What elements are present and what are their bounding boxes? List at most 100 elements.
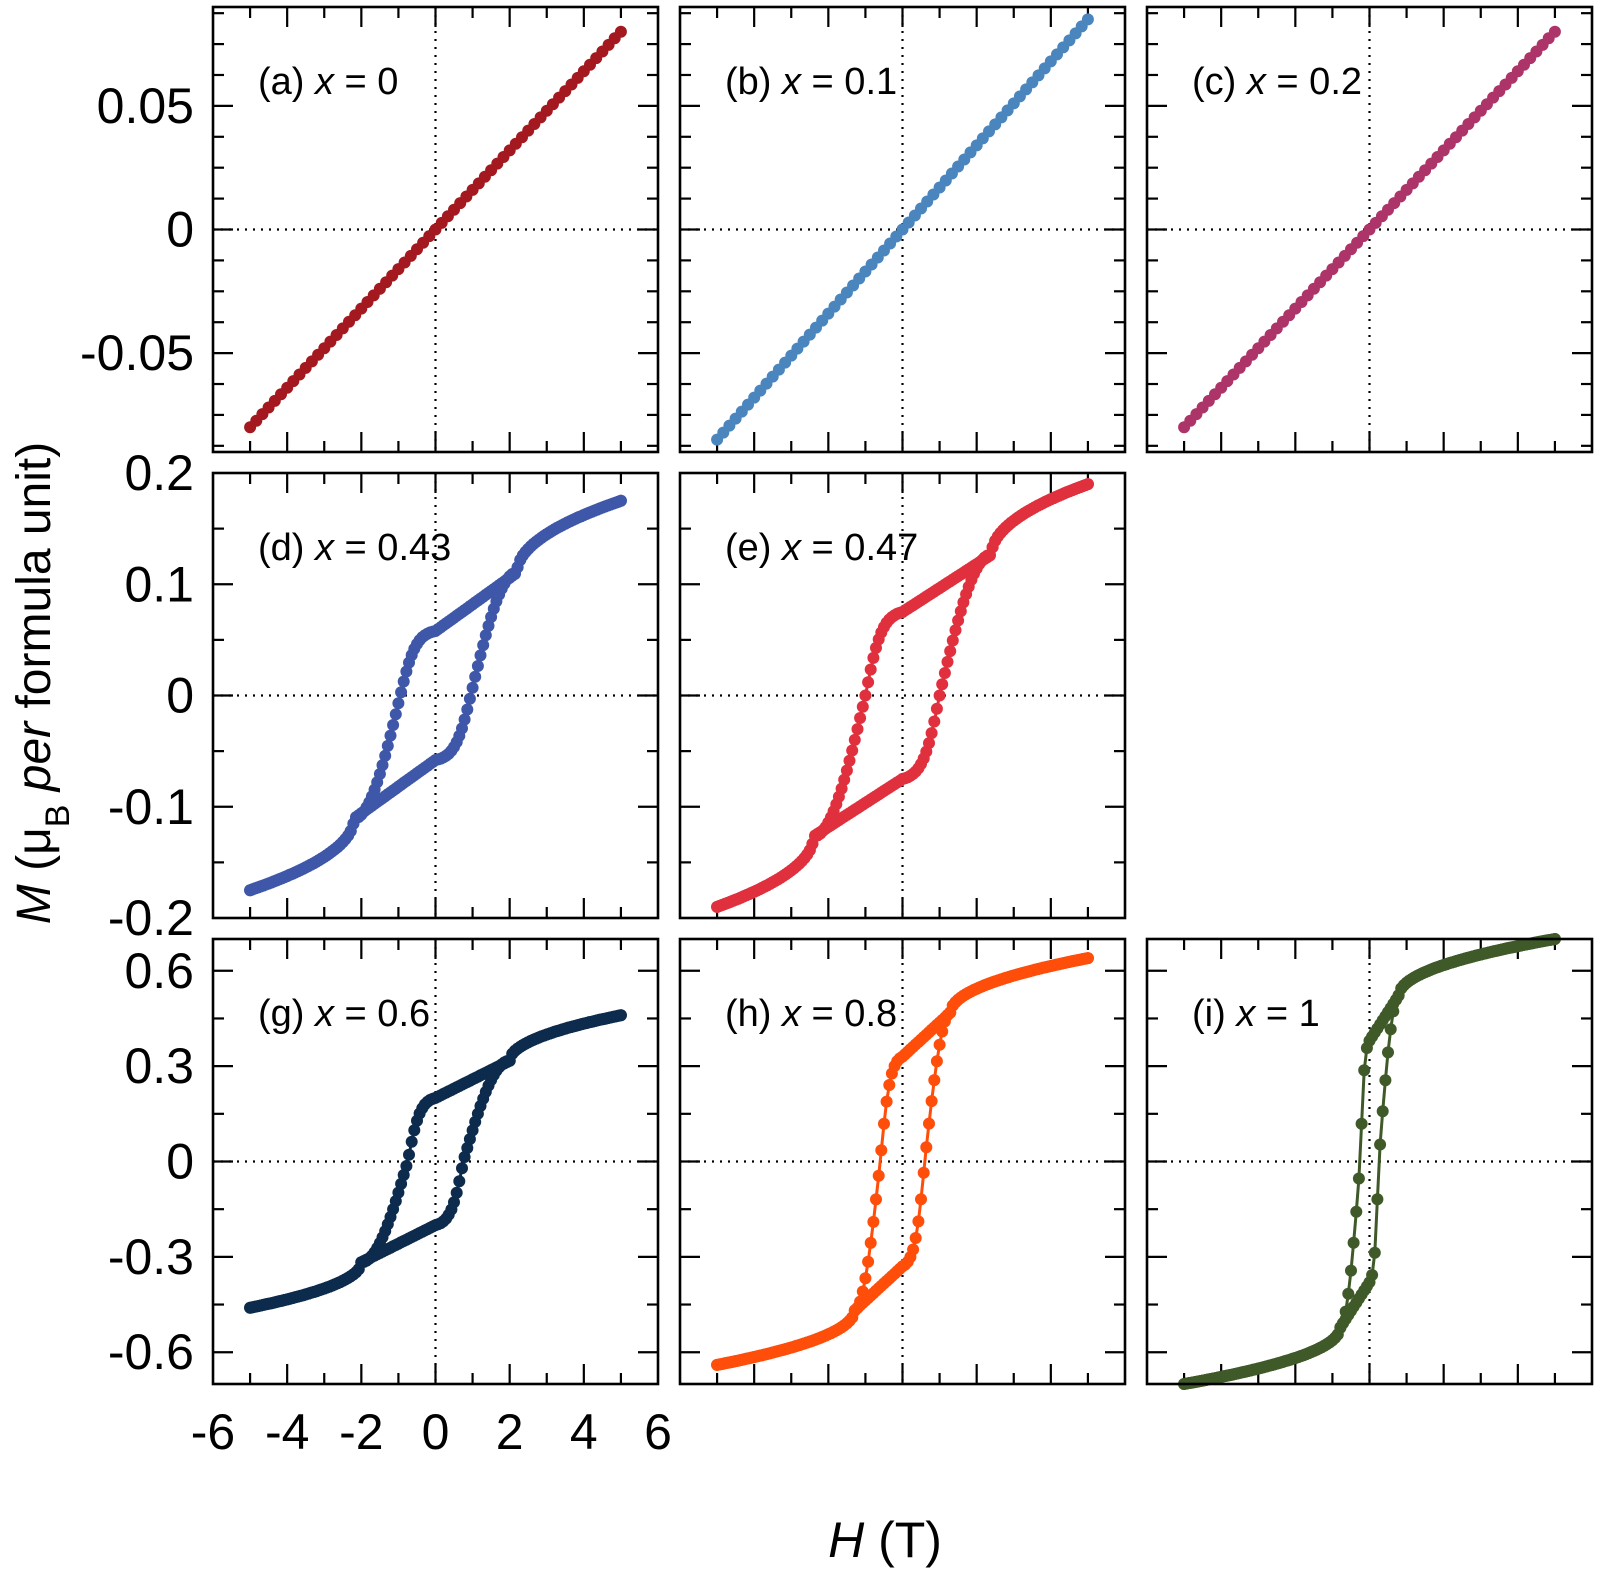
- data-point: [872, 1169, 885, 1182]
- data-point: [397, 675, 410, 688]
- data-point: [1548, 25, 1561, 38]
- y-tick-label: -0.6: [108, 1324, 194, 1380]
- data-point: [946, 634, 959, 647]
- panel-h: (h) x = 0.8: [678, 937, 1127, 1386]
- panel-ticks: [680, 939, 1125, 1384]
- series-points: [1178, 25, 1561, 434]
- panel-x-variable: x: [313, 993, 336, 1035]
- data-point: [1352, 1172, 1365, 1185]
- data-point: [614, 494, 627, 507]
- data-point: [458, 1151, 471, 1163]
- data-point: [1081, 952, 1094, 965]
- panel-g: (g) x = 0.6: [211, 937, 660, 1386]
- panel-x-value: = 0.2: [1266, 61, 1362, 103]
- data-point: [878, 1117, 890, 1130]
- data-point: [870, 1193, 882, 1206]
- panel-frame: [678, 471, 1127, 920]
- y-tick-label: -0.05: [80, 325, 194, 381]
- data-point: [840, 764, 853, 777]
- series-points: [244, 25, 627, 434]
- panel-label: (e) x = 0.47: [725, 527, 918, 569]
- data-point: [915, 1193, 927, 1206]
- data-point: [859, 1272, 872, 1285]
- data-point: [411, 1114, 423, 1127]
- data-point: [936, 1025, 949, 1038]
- y-tick-label: 0: [166, 668, 194, 724]
- panel-label: (d) x = 0.43: [258, 527, 451, 569]
- y-axis-label: M (μB per formula unit): [8, 442, 77, 924]
- panel-x-value: = 0.43: [334, 527, 451, 569]
- data-point: [614, 1009, 627, 1022]
- data-point: [463, 692, 476, 705]
- series-points: [711, 478, 1094, 913]
- panel-letter: (d): [258, 527, 315, 569]
- y-axis-variable: M: [8, 884, 61, 924]
- data-point: [870, 641, 882, 654]
- y-tick-label: 0: [166, 202, 194, 258]
- data-point: [479, 629, 492, 642]
- panel-b: (b) x = 0.1: [678, 5, 1127, 454]
- panel-frame: [678, 5, 1127, 454]
- data-point: [854, 712, 867, 724]
- y-tick-label: 0: [166, 1134, 194, 1190]
- data-point: [1384, 1023, 1397, 1036]
- panel-x-variable: x: [780, 993, 803, 1035]
- data-point: [1366, 1269, 1379, 1281]
- data-point: [930, 1055, 943, 1068]
- panel-frame: [678, 937, 1127, 1386]
- data-point: [1382, 1046, 1394, 1059]
- data-point: [405, 1135, 418, 1148]
- panels-layer: (a) x = 0 (b) x = 0.1 (c) x = 0.2 (d) x = 0…: [80, 5, 1594, 1460]
- series-points: [711, 13, 1094, 446]
- series-points: [244, 1009, 627, 1314]
- data-point: [941, 655, 954, 668]
- y-axis-unit-suffix: formula unit): [8, 442, 61, 722]
- data-point: [400, 665, 413, 678]
- data-point: [859, 689, 872, 702]
- data-point: [450, 1186, 463, 1199]
- panel-label: (a) x = 0: [258, 61, 398, 103]
- panel-label: (g) x = 0.6: [258, 993, 430, 1035]
- data-point: [1081, 478, 1094, 491]
- data-point: [952, 614, 965, 627]
- panel-i: (i) x = 1: [1145, 933, 1594, 1390]
- x-axis-variable: H: [828, 1512, 865, 1568]
- data-point: [930, 702, 943, 715]
- panel-label: (h) x = 0.8: [725, 993, 897, 1035]
- panel-x-variable: x: [313, 527, 336, 569]
- data-point: [867, 651, 880, 664]
- data-point: [885, 1067, 898, 1080]
- data-point: [448, 1196, 460, 1209]
- panel-letter: (a): [258, 61, 315, 103]
- data-point: [1379, 1074, 1392, 1087]
- data-point: [864, 1236, 877, 1249]
- y-axis-unit-per: per: [8, 720, 61, 805]
- data-point: [880, 1095, 893, 1108]
- data-point: [864, 663, 877, 676]
- panel-ticks: [680, 473, 1125, 918]
- data-point: [400, 1160, 413, 1172]
- data-point: [381, 739, 394, 752]
- panel-x-variable: x: [780, 527, 803, 569]
- data-point: [851, 723, 864, 736]
- panel-x-value: = 0.47: [801, 527, 918, 569]
- data-point: [867, 1215, 880, 1228]
- y-tick-label: 0.05: [97, 78, 194, 134]
- x-tick-label: -4: [265, 1404, 309, 1460]
- panel-label: (c) x = 0.2: [1192, 61, 1362, 103]
- panel-c: (c) x = 0.2: [1145, 5, 1594, 454]
- data-point: [936, 678, 949, 691]
- data-point: [925, 1095, 938, 1108]
- panel-x-value: = 0.8: [801, 993, 897, 1035]
- panel-x-variable: x: [313, 61, 336, 103]
- data-point: [843, 754, 856, 767]
- y-axis-unit-prefix: (μ: [8, 827, 61, 884]
- data-point: [474, 649, 487, 662]
- data-point: [933, 689, 946, 702]
- data-point: [907, 1243, 920, 1256]
- data-point: [862, 1255, 875, 1268]
- data-point: [848, 733, 861, 746]
- panel-letter: (i): [1192, 993, 1236, 1035]
- data-point: [949, 624, 962, 637]
